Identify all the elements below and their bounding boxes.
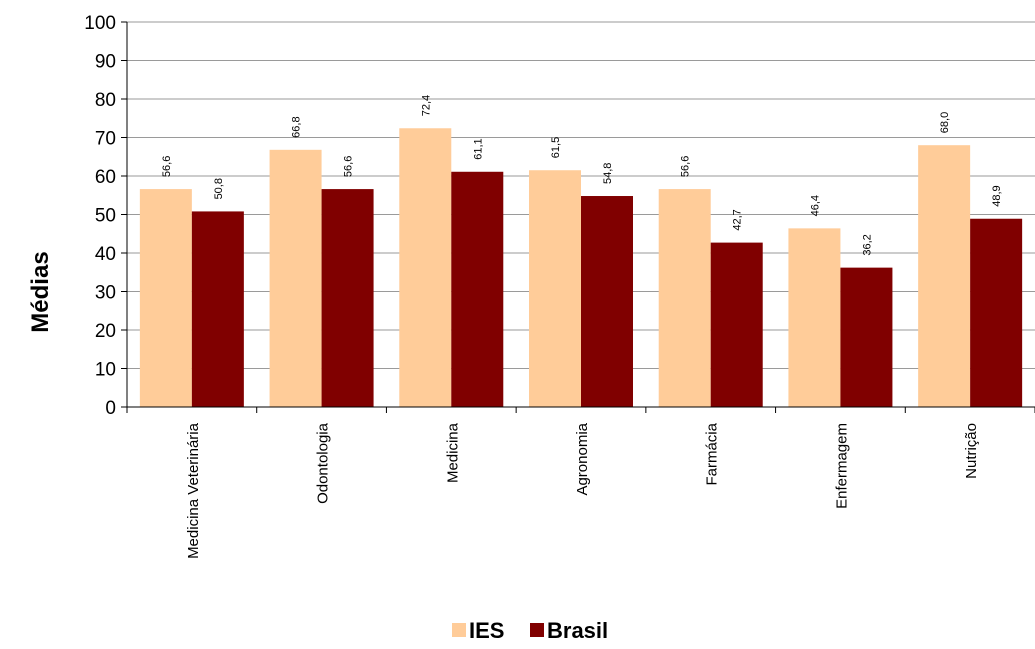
data-label: 50,8 [213, 178, 225, 199]
y-tick-labels: 0 10 20 30 40 50 60 70 80 90 100 [84, 13, 116, 419]
y-tick-label: 30 [95, 283, 116, 304]
data-label: 61,1 [472, 138, 484, 159]
y-tick-label: 50 [95, 206, 116, 227]
data-label: 48,9 [991, 185, 1003, 206]
data-label: 36,2 [861, 234, 873, 255]
legend-swatch-ies [452, 623, 466, 637]
bar-brasil [970, 219, 1022, 407]
bar-ies [399, 128, 451, 407]
data-label: 66,8 [291, 116, 303, 137]
data-label: 56,6 [343, 156, 355, 177]
bar-ies [788, 228, 840, 407]
category-label: Medicina Veterinária [185, 422, 202, 559]
bar-brasil [322, 189, 374, 407]
bar-ies [659, 189, 711, 407]
category-label: Odontologia [315, 422, 332, 504]
data-label: 72,4 [420, 95, 432, 116]
y-tick-label: 90 [95, 52, 116, 73]
bar-brasil [581, 196, 633, 407]
y-tick-label: 60 [95, 167, 116, 188]
y-tick-label: 10 [95, 360, 116, 381]
category-label: Agronomia [574, 422, 591, 495]
y-tick-label: 40 [95, 244, 116, 265]
category-label: Medicina [444, 422, 461, 483]
y-tick-label: 70 [95, 129, 116, 150]
y-axis-title: Médias [27, 251, 54, 332]
data-label: 61,5 [550, 137, 562, 158]
bar-brasil [451, 172, 503, 407]
category-label: Nutrição [963, 423, 980, 479]
category-label: Farmácia [704, 422, 721, 485]
y-tick-label: 100 [84, 13, 116, 34]
bar-ies [270, 150, 322, 407]
y-tick-label: 80 [95, 90, 116, 111]
data-label: 54,8 [602, 163, 614, 184]
legend: IES Brasil [452, 618, 608, 643]
bars [140, 128, 1022, 407]
data-label: 68,0 [939, 112, 951, 133]
category-label: Enfermagem [833, 423, 850, 509]
data-label: 56,6 [680, 156, 692, 177]
legend-label: Brasil [547, 618, 608, 643]
data-label: 56,6 [161, 156, 173, 177]
bar-ies [918, 145, 970, 407]
bar-brasil [192, 211, 244, 407]
y-tick-label: 0 [105, 398, 116, 419]
legend-swatch-brasil [530, 623, 544, 637]
bar-brasil [711, 243, 763, 407]
category-labels: Medicina Veterinária Odontologia Medicina A… [185, 422, 980, 559]
legend-label: IES [469, 618, 504, 643]
data-label: 42,7 [732, 209, 744, 230]
bar-ies [140, 189, 192, 407]
bar-ies [529, 170, 581, 407]
data-label: 46,4 [809, 195, 821, 216]
y-tick-label: 20 [95, 321, 116, 342]
bar-brasil [840, 268, 892, 407]
